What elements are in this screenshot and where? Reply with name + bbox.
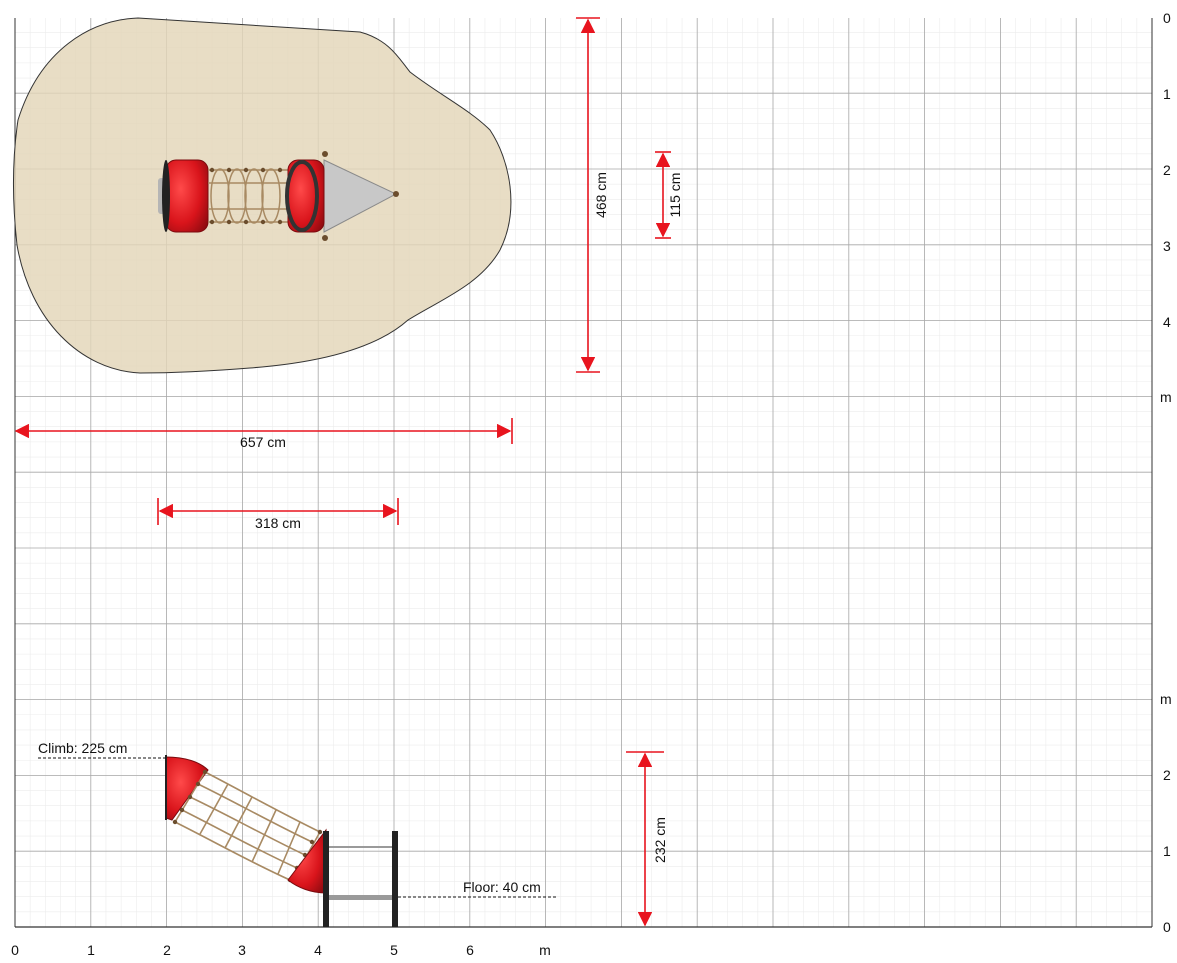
- dim-label-total-height: 232 cm: [652, 817, 668, 863]
- tick-label: 1: [87, 942, 95, 958]
- climb-label: Climb: 225 cm: [38, 740, 127, 756]
- elevation-post-left: [323, 831, 329, 927]
- plan-rope-net: [208, 168, 290, 224]
- elevation-floor-deck: [329, 895, 392, 900]
- tick-label: 2: [1163, 767, 1171, 783]
- plan-tube-left: [165, 159, 209, 233]
- elevation-tube-upper: [165, 756, 209, 821]
- dim-label-plan-height: 468 cm: [593, 172, 609, 218]
- floor-label: Floor: 40 cm: [463, 879, 541, 895]
- elevation-post-right: [392, 831, 398, 927]
- tick-label: 4: [314, 942, 322, 958]
- tick-label: 2: [1163, 162, 1171, 178]
- plan-posts: [322, 151, 399, 241]
- plan-view-equipment: [158, 151, 399, 241]
- dimension-lines: [14, 17, 671, 927]
- tick-label: 0: [11, 942, 19, 958]
- tick-label: 5: [390, 942, 398, 958]
- axis-bottom-right: m 2 1 0: [1160, 691, 1172, 935]
- plan-tube-right-rim: [285, 160, 319, 232]
- tick-label: 0: [1163, 10, 1171, 26]
- tick-label: 1: [1163, 843, 1171, 859]
- tick-label: 3: [1163, 238, 1171, 254]
- tick-label: 6: [466, 942, 474, 958]
- unit-label: m: [1160, 389, 1172, 405]
- tick-label: 1: [1163, 86, 1171, 102]
- plan-rope-knots: [209, 167, 283, 225]
- tick-label: 0: [1163, 919, 1171, 935]
- elevation-rope-net: [174, 771, 321, 883]
- tick-label: 3: [238, 942, 246, 958]
- dim-label-equipment-length: 318 cm: [255, 515, 301, 531]
- axis-bottom: 0 1 2 3 4 5 6 m: [11, 942, 551, 958]
- dim-label-equipment-width: 115 cm: [667, 173, 683, 218]
- tick-label: 2: [163, 942, 171, 958]
- plan-tube-left-rim: [162, 160, 170, 232]
- dim-label-area-length: 657 cm: [240, 434, 286, 450]
- elevation-view-equipment: [165, 755, 398, 927]
- tick-label: 4: [1163, 314, 1171, 330]
- unit-label: m: [539, 942, 551, 958]
- unit-label: m: [1160, 691, 1172, 707]
- axis-top-right: 0 1 2 3 4 m: [1160, 10, 1172, 405]
